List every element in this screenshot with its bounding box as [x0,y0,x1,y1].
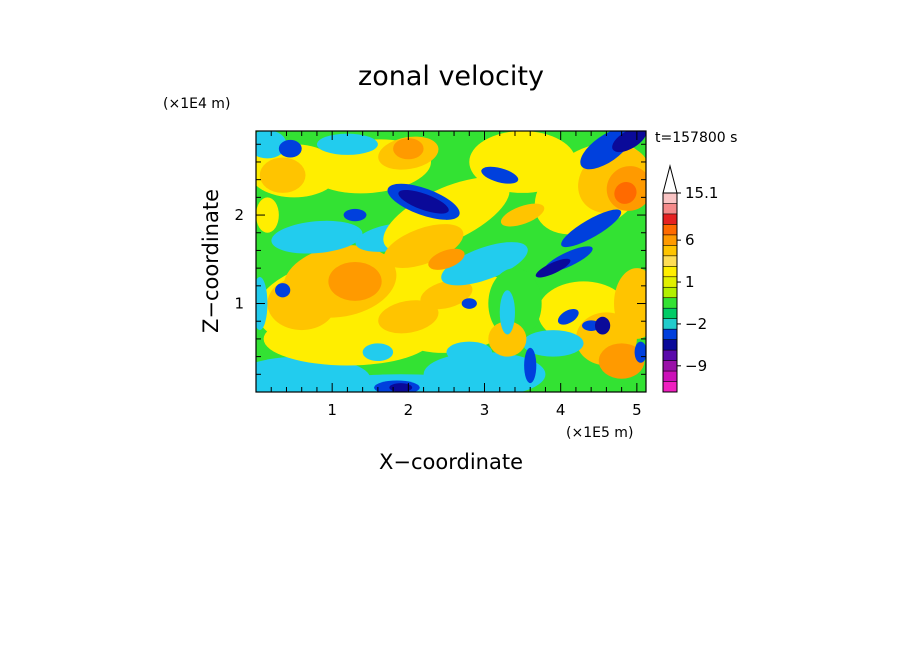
colorbar: 15.1 6 1 −2 −9 [662,164,718,393]
x-axis-label: X−coordinate [379,450,523,474]
colorbar-segment [663,203,677,215]
colorbar-segment [663,308,677,319]
x-tick-label: 3 [480,401,490,419]
colorbar-segment [663,339,677,351]
field-blob [343,208,367,222]
field-blob [461,298,477,309]
x-axis: 1 2 3 4 5 [270,131,642,419]
field-blob [383,224,464,268]
x-tick-label: 2 [404,401,414,419]
colorbar-segment [663,213,677,225]
field-blob [614,268,646,339]
field-blob [612,131,646,153]
colorbar-label: −2 [685,315,707,333]
field-blob [275,283,291,298]
field-blob [535,258,571,278]
colorbar-segment [663,360,677,372]
field-blob [614,181,637,204]
field-blob [594,316,611,335]
field-blob [362,343,394,362]
colorbar-segment [663,297,677,309]
field-blob [256,197,279,233]
field-blob [398,189,449,214]
field-blob [598,343,645,379]
colorbar-segment [663,287,677,299]
field-blob [499,290,515,335]
y-tick-label: 2 [234,206,244,224]
field-blob [557,308,579,325]
x-tick-label: 5 [632,401,642,419]
colorbar-segment [663,266,677,278]
colorbar-segment [663,329,677,340]
field-blob [271,220,363,254]
colorbar-segment [663,255,677,267]
chart-title: zonal velocity [358,61,544,92]
y-axis-label: Z−coordinate [199,189,223,333]
colorbar-label: 6 [685,231,695,249]
x-tick-label: 1 [327,401,337,419]
field-blob [389,383,413,392]
colorbar-label: 1 [685,273,695,291]
colorbar-segment [663,193,677,204]
colorbar-segment [663,318,677,330]
y-axis: 12 [234,143,646,375]
field-blob [522,330,584,357]
colorbar-label: −9 [685,357,707,375]
colorbar-extend-arrow [662,164,678,194]
field-blob [500,203,545,227]
field-blob [423,352,546,392]
field-blob [256,131,287,159]
colorbar-segment [663,371,677,382]
field-blob [481,166,519,184]
colorbar-segment [663,234,677,246]
field-blob [446,341,493,363]
field-blob [561,209,622,248]
colorbar-label: 15.1 [685,184,718,202]
field-blob [393,138,424,160]
colorbar-segment [663,224,677,236]
field-blob [488,321,527,357]
plot-frame [255,130,647,393]
time-label: t=157800 s [655,130,737,146]
field-blob [420,280,473,310]
heatmap-field [256,131,646,392]
colorbar-segment [663,381,677,393]
field-blob [316,133,378,155]
x-tick-label: 4 [556,401,566,419]
field-blob [428,248,465,270]
field-blob [378,300,439,334]
x-unit-label: (×1E5 m) [566,425,633,441]
y-tick-label: 1 [234,295,244,313]
colorbar-segment [663,276,677,288]
field-blob [634,341,646,363]
field-blob [328,261,382,301]
field-blob [259,157,306,193]
field-blob [441,242,528,286]
y-unit-label: (×1E4 m) [163,96,230,112]
colorbar-segment [663,245,677,257]
colorbar-segment [663,350,677,361]
field-blob [278,139,302,158]
field-blob [524,347,537,384]
